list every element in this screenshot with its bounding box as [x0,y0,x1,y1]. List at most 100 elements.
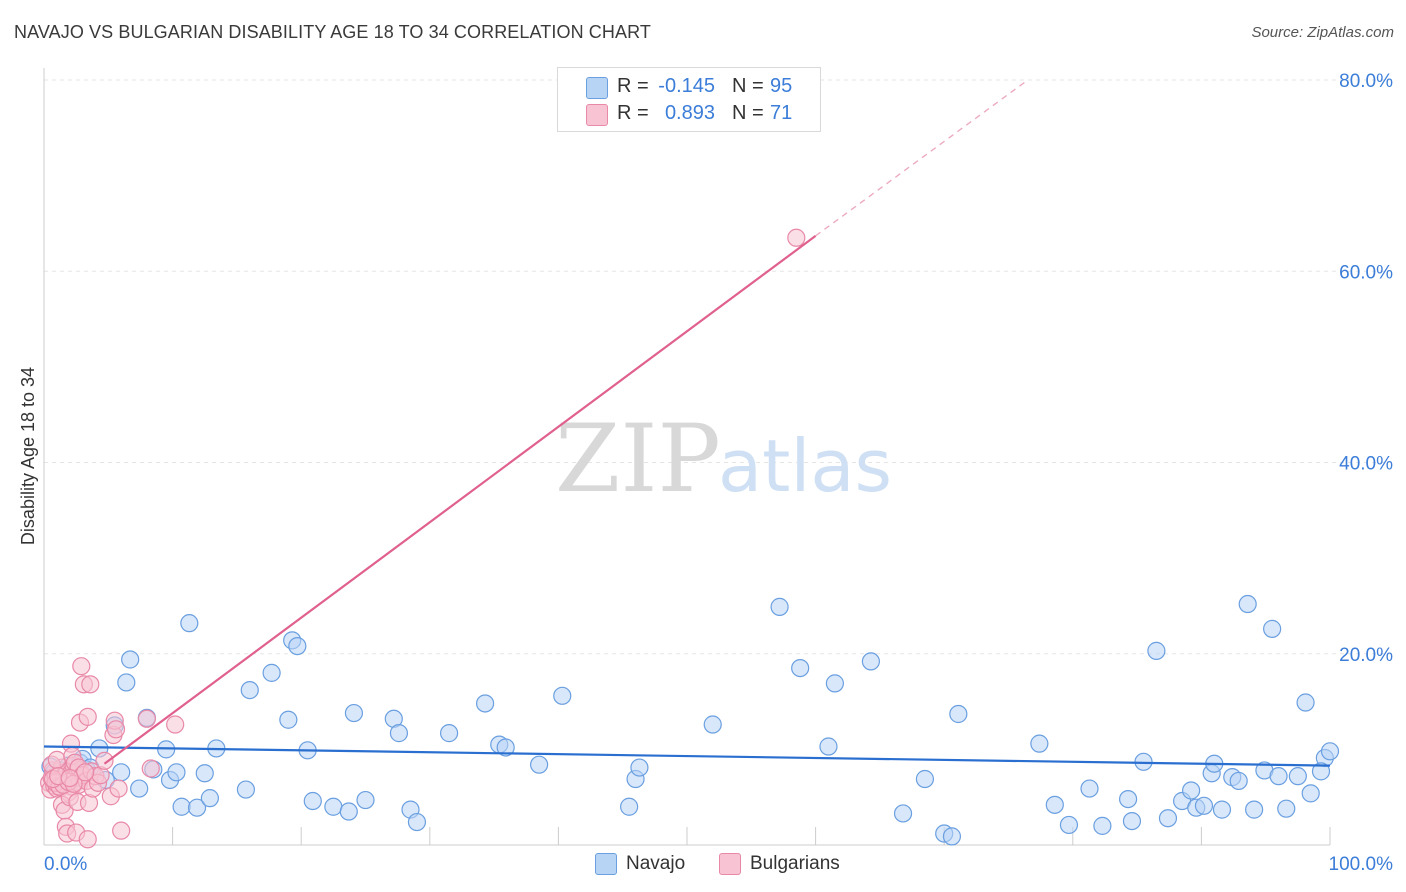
bulgarians-point [166,715,185,734]
bulgarians-point [95,751,114,770]
navajo-point [195,764,214,783]
navajo-point [1320,742,1340,761]
r-label: R = [617,75,649,97]
r-label: R = [617,102,649,124]
navajo-point [407,812,427,832]
axes [43,68,1331,846]
navajo-point [167,763,186,782]
tick-labels: 20.0% 40.0% 60.0% 80.0% 0.0% 100.0% [44,71,1393,875]
navajo-point [1245,800,1264,819]
navajo-point [949,704,968,724]
y-axis-label: Disability Age 18 to 34 [18,367,38,545]
navajo-point [1277,799,1296,818]
navajo-n-value: 95 [770,75,793,97]
bulgarians-point [112,821,131,840]
navajo-point [1122,811,1142,831]
navajo-point [439,724,459,743]
navajo-point [620,797,639,816]
navajo-point [288,636,307,656]
bulgarians-swatch [586,104,608,126]
chart-title: NAVAJO VS BULGARIAN DISABILITY AGE 18 TO… [14,22,651,42]
n-label: N = [732,75,764,97]
navajo-point [1296,693,1315,712]
bulgarians-point [137,709,156,728]
correlation-legend: R = -0.145 N = 95 R = 0.893 N = 71 [557,67,821,132]
navajo-point [1158,809,1178,828]
navajo-point [117,673,136,692]
x-tick-label: 100.0% [1329,854,1394,875]
navajo-point [279,710,298,729]
navajo-point [1301,784,1320,803]
navajo-r-value: -0.145 [658,75,715,97]
navajo-point [262,663,281,682]
navajo-point [861,652,880,671]
bulgarians-n-value: 71 [770,102,793,124]
grid-lines [44,79,1394,655]
bulgarians-point [81,675,100,694]
bulgarians-point [60,768,79,788]
y-tick-label: 40.0% [1339,454,1393,475]
navajo-point [1212,800,1232,819]
navajo-point [344,703,364,723]
navajo-point [770,597,789,616]
navajo-point [703,715,722,734]
navajo-point [1118,789,1138,809]
bulgarians-trend-extension [815,79,1029,237]
navajo-point [1263,619,1282,638]
watermark-zip: ZIP [555,405,721,514]
navajo-point [172,797,191,816]
bulgarians-legend-label: Bulgarians [750,853,840,874]
navajo-point [915,769,935,789]
y-tick-label: 80.0% [1339,71,1393,92]
bulgarians-point [106,720,126,739]
navajo-point [1147,641,1166,660]
trend-lines [43,79,1331,767]
navajo-point [819,737,838,756]
navajo-point [1238,594,1257,614]
navajo-point [825,674,844,693]
navajo-point [121,650,140,669]
y-tick-label: 60.0% [1339,262,1393,283]
navajo-point [1182,781,1201,800]
bulgarians-point [76,763,95,782]
bulgarians-r-value: 0.893 [664,102,715,124]
bulgarians-point [78,707,97,726]
navajo-point [1059,815,1079,835]
navajo-point [236,780,256,799]
navajo-point [112,763,131,782]
navajo-point [942,827,962,846]
n-label: N = [732,102,764,124]
navajo-point [240,680,259,700]
bulgarians-point [141,759,160,778]
navajo-legend-swatch [595,853,617,875]
navajo-point [1045,795,1064,814]
navajo-point [791,658,810,678]
bulgarians-point [78,830,97,849]
navajo-point [356,790,375,810]
navajo-point [1093,816,1112,835]
bulgarians-points [40,228,806,849]
watermark: ZIP atlas [555,405,892,514]
navajo-point [1194,796,1214,815]
navajo-point [1030,734,1049,753]
navajo-point [630,758,649,777]
navajo-point [200,789,219,808]
navajo-points [41,594,1340,846]
bulgarians-point [47,750,66,769]
navajo-point [475,694,495,713]
navajo-point [180,614,199,633]
y-tick-label: 20.0% [1339,645,1393,666]
navajo-point [187,798,207,817]
source-label: Source: ZipAtlas.com [1251,24,1394,41]
bulgarians-point [787,228,806,247]
navajo-trend-line [43,745,1331,767]
navajo-point [893,804,913,823]
watermark-atlas: atlas [718,424,892,508]
navajo-point [303,791,322,811]
navajo-point [530,755,549,774]
bulgarians-legend-swatch [719,853,741,875]
x-tick-label: 0.0% [44,854,87,875]
navajo-point [496,738,515,757]
bulgarians-point [72,657,91,676]
